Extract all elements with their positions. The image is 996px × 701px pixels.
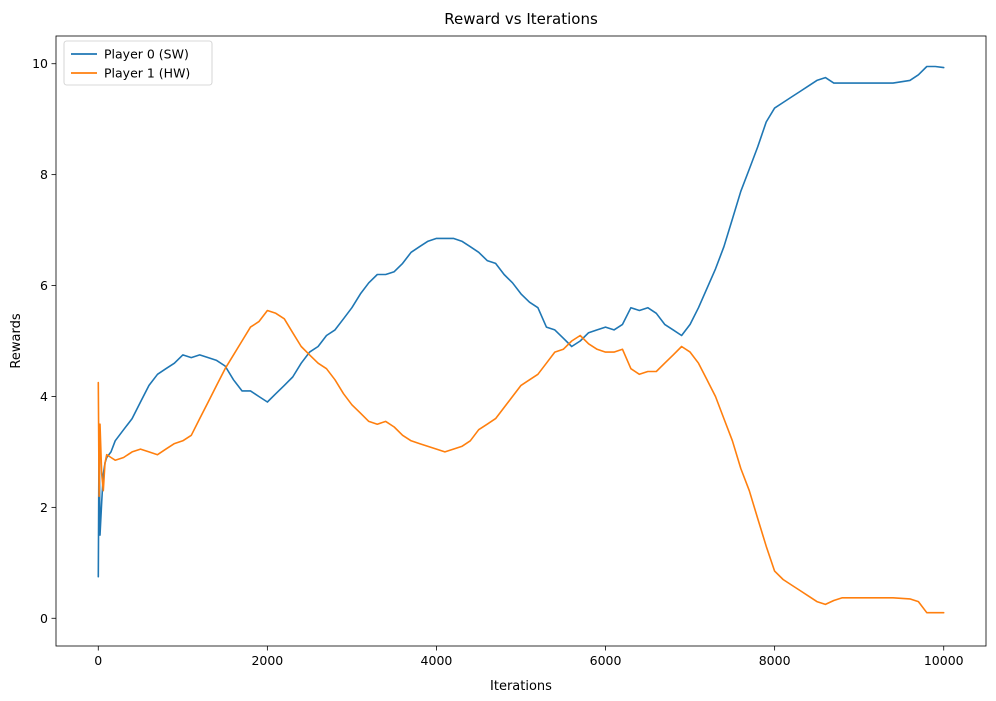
legend: Player 0 (SW) Player 1 (HW) [63, 40, 213, 86]
y-tick-label: 10 [32, 56, 48, 71]
x-tick-label: 0 [94, 653, 102, 668]
series-line-0 [97, 65, 945, 578]
y-axis: 0 2 4 6 8 10 [32, 56, 56, 626]
y-tick-label: 8 [40, 167, 48, 182]
plot-frame [55, 35, 987, 647]
x-axis: 0 2000 4000 6000 8000 10000 [94, 646, 964, 668]
y-tick-label: 0 [40, 611, 48, 626]
legend-box [63, 40, 213, 86]
x-tick-label: 10000 [924, 653, 964, 668]
y-tick-label: 2 [40, 500, 48, 515]
legend-label: Player 0 (SW) [104, 47, 189, 62]
x-axis-label: Iterations [490, 679, 552, 694]
x-tick-label: 6000 [590, 653, 622, 668]
y-tick-label: 6 [40, 278, 48, 293]
y-tick-label: 4 [40, 389, 48, 404]
legend-label: Player 1 (HW) [104, 66, 190, 81]
chart-title: Reward vs Iterations [444, 10, 598, 28]
series-line-1 [97, 309, 945, 614]
series-layer [97, 65, 945, 614]
x-tick-label: 4000 [421, 653, 453, 668]
x-tick-label: 8000 [759, 653, 791, 668]
x-tick-label: 2000 [251, 653, 283, 668]
y-axis-label: Rewards [9, 313, 24, 368]
